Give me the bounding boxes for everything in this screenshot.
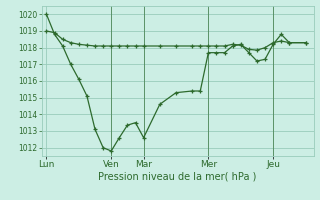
X-axis label: Pression niveau de la mer( hPa ): Pression niveau de la mer( hPa ) [99,172,257,182]
